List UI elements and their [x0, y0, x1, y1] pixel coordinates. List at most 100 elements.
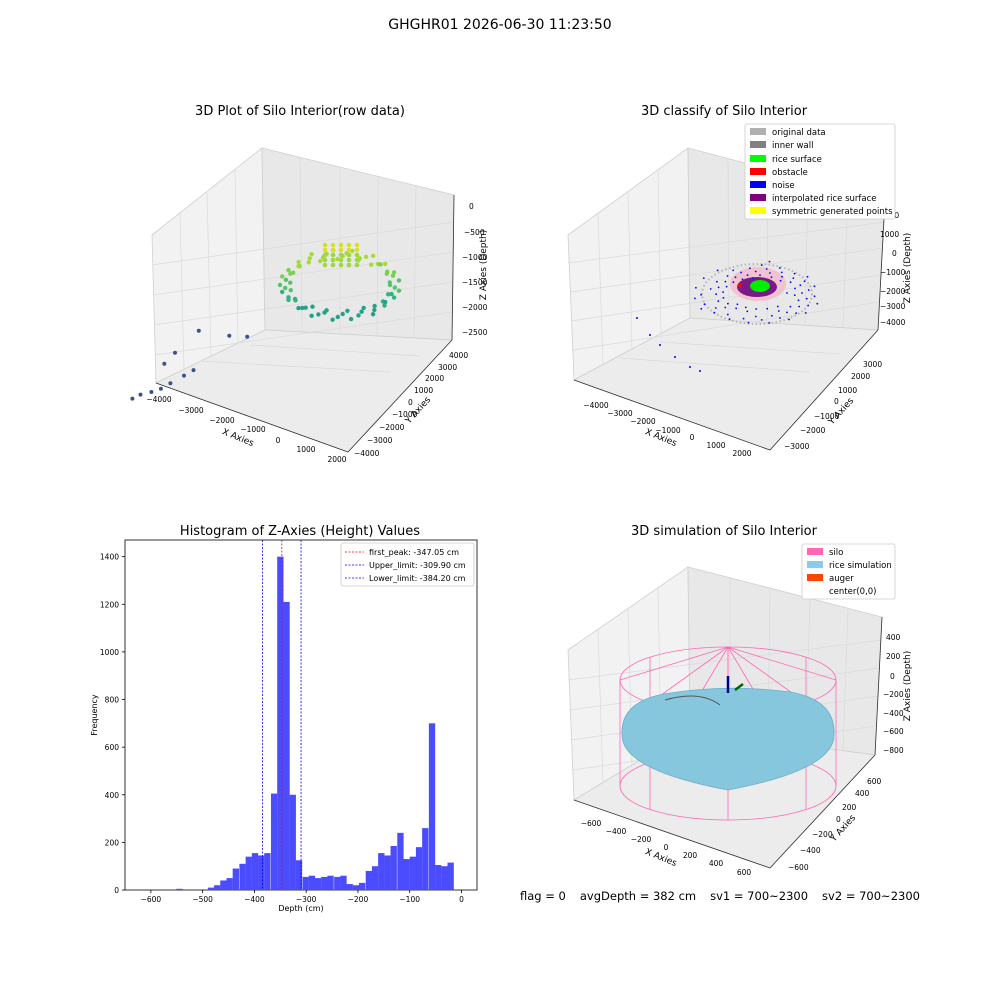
- noise-point: [766, 307, 769, 310]
- noise-point: [649, 334, 651, 336]
- raw-ztick: −1000: [462, 253, 488, 262]
- noise-point: [703, 303, 706, 306]
- histogram-bar: [415, 847, 423, 890]
- noise-point: [725, 285, 728, 288]
- noise-point: [717, 286, 720, 289]
- noise-point: [771, 314, 773, 317]
- raw-point: [330, 262, 336, 268]
- raw-point: [346, 252, 352, 258]
- raw-point: [340, 311, 345, 317]
- noise-point: [813, 285, 816, 288]
- raw-point: [288, 288, 293, 293]
- raw-point: [303, 305, 308, 310]
- classify-zlabel: Z Axies (Depth): [903, 233, 913, 304]
- auger-marker: [734, 683, 744, 691]
- noise-point: [792, 277, 795, 279]
- simulation-ytick: −200: [812, 830, 833, 839]
- noise-point: [732, 269, 735, 272]
- legend-label-rice-surface: rice surface: [772, 155, 822, 165]
- noise-point: [793, 294, 796, 296]
- raw-outlier-point: [245, 334, 250, 339]
- raw-point: [296, 264, 301, 269]
- noise-point: [724, 306, 727, 309]
- raw-zlabel: Z Axies (Depth): [479, 230, 489, 301]
- raw-point: [335, 314, 340, 320]
- histogram-bar: [403, 859, 410, 890]
- raw-ytick: 4000: [449, 351, 468, 360]
- legend-first-peak: first_peak: -347.05 cm: [369, 548, 459, 557]
- simulation-ytick: 200: [842, 803, 857, 812]
- raw-point: [383, 261, 388, 267]
- noise-point: [713, 311, 716, 314]
- noise-point: [746, 274, 749, 276]
- histogram-bar: [409, 856, 417, 890]
- simulation-ytick: −600: [788, 863, 809, 872]
- histogram-bar: [352, 885, 360, 890]
- histogram-bar: [384, 855, 391, 890]
- noise-point: [715, 293, 717, 296]
- legend-label-inner-wall: inner wall: [772, 141, 813, 151]
- raw-xtick: 1000: [296, 445, 315, 454]
- noise-point: [754, 270, 757, 273]
- noise-point: [722, 297, 725, 299]
- histogram-title: Histogram of Z-Axies (Height) Values: [179, 524, 421, 539]
- noise-point: [816, 302, 819, 305]
- raw-point: [335, 256, 340, 262]
- classify-grid: [567, 158, 886, 373]
- histogram-ytick-label: 200: [105, 838, 120, 847]
- status-sv2: sv2 = 700~2300: [822, 889, 920, 903]
- histogram-bar: [270, 793, 278, 890]
- histogram-ytick-label: 800: [105, 696, 120, 705]
- raw-outlier-point: [173, 350, 177, 355]
- noise-point: [689, 366, 691, 368]
- noise-point: [714, 307, 717, 309]
- classify-ztick: −1000: [880, 268, 906, 277]
- classify-xtick: 2000: [732, 449, 751, 458]
- raw-point: [322, 262, 328, 268]
- histogram-bar: [365, 870, 373, 890]
- classify-ztick: −4000: [880, 318, 906, 327]
- simulation-xtick: −200: [631, 835, 652, 844]
- simulation-xtick: 600: [737, 868, 752, 877]
- raw-point: [346, 247, 352, 253]
- raw-xtick: 0: [276, 436, 281, 445]
- legend-label-interpolated: interpolated rice surface: [772, 194, 877, 204]
- simulation-xtick: 200: [683, 851, 698, 860]
- raw-point: [330, 252, 336, 258]
- noise-point: [778, 267, 781, 269]
- raw-data-points: [130, 242, 402, 401]
- simulation-ztick: 0: [890, 672, 895, 681]
- noise-point: [746, 310, 749, 313]
- raw-xtick: 2000: [327, 455, 346, 464]
- raw-ytick: −3000: [367, 436, 393, 445]
- raw-grid: [151, 156, 455, 373]
- raw-point: [338, 252, 344, 258]
- noise-point: [749, 267, 751, 270]
- simulation-ztick: −400: [883, 709, 904, 718]
- legend-swatch-silo: [807, 548, 823, 555]
- noise-point: [674, 356, 676, 358]
- noise-point: [769, 272, 771, 274]
- noise-point: [726, 313, 729, 316]
- histogram-bar: [346, 884, 353, 890]
- histogram-yticks: 0 200 400 600 800 1000 1200 1400: [100, 553, 125, 895]
- histogram-xtick-label: −400: [244, 895, 265, 904]
- noise-point: [735, 307, 737, 310]
- raw-point: [384, 271, 389, 276]
- noise-point: [717, 300, 720, 303]
- noise-point: [699, 370, 701, 372]
- raw-xtick: −2000: [209, 416, 235, 425]
- raw-point: [309, 313, 314, 318]
- raw-point: [348, 316, 354, 322]
- raw-point: [363, 254, 369, 259]
- simulation-legend: silo rice simulation auger center(0,0): [801, 543, 896, 600]
- raw-point: [354, 262, 360, 268]
- noise-point: [797, 299, 800, 302]
- noise-point: [803, 280, 806, 283]
- rice-simulation-surface: [621, 687, 835, 791]
- histogram-xtick-label: −300: [296, 895, 317, 904]
- legend-swatch-auger: [807, 574, 823, 581]
- legend-swatch-inner-wall: [750, 141, 766, 148]
- classify-ztick: −2000: [880, 287, 906, 296]
- simulation-xtick: −600: [581, 819, 602, 828]
